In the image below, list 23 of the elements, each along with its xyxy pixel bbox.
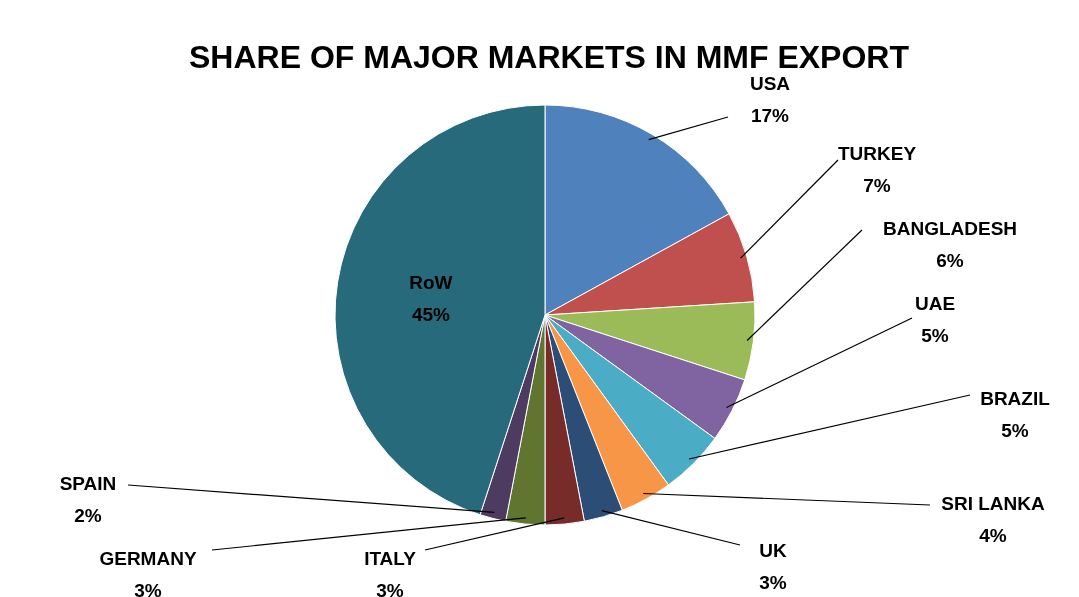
data-label: 7% [863,175,891,196]
data-label: 5% [1001,420,1029,441]
data-label: 6% [936,250,964,271]
slice-label: USA [749,73,791,94]
data-label: 4% [979,525,1007,546]
data-label: 3% [134,580,162,597]
data-label: 3% [759,572,787,593]
data-label: 2% [74,505,102,526]
slice-label: BANGLADESH [882,218,1018,239]
slice-label: UAE [914,293,956,314]
chart-title: SHARE OF MAJOR MARKETS IN MMF EXPORT [188,39,910,75]
data-label: 17% [750,105,790,126]
slice-label: TURKEY [837,143,917,164]
slice-label: SPAIN [59,473,117,494]
slice-label: RoW [409,271,453,293]
slice-label: SRI LANKA [941,493,1045,514]
slice-label: ITALY [364,548,417,569]
data-label: 45% [411,303,451,325]
slice-label: GERMANY [99,548,197,569]
data-label: 5% [921,325,949,346]
data-label: 3% [376,580,404,597]
slice-label: BRAZIL [980,388,1051,409]
slice-label: UK [759,540,787,561]
